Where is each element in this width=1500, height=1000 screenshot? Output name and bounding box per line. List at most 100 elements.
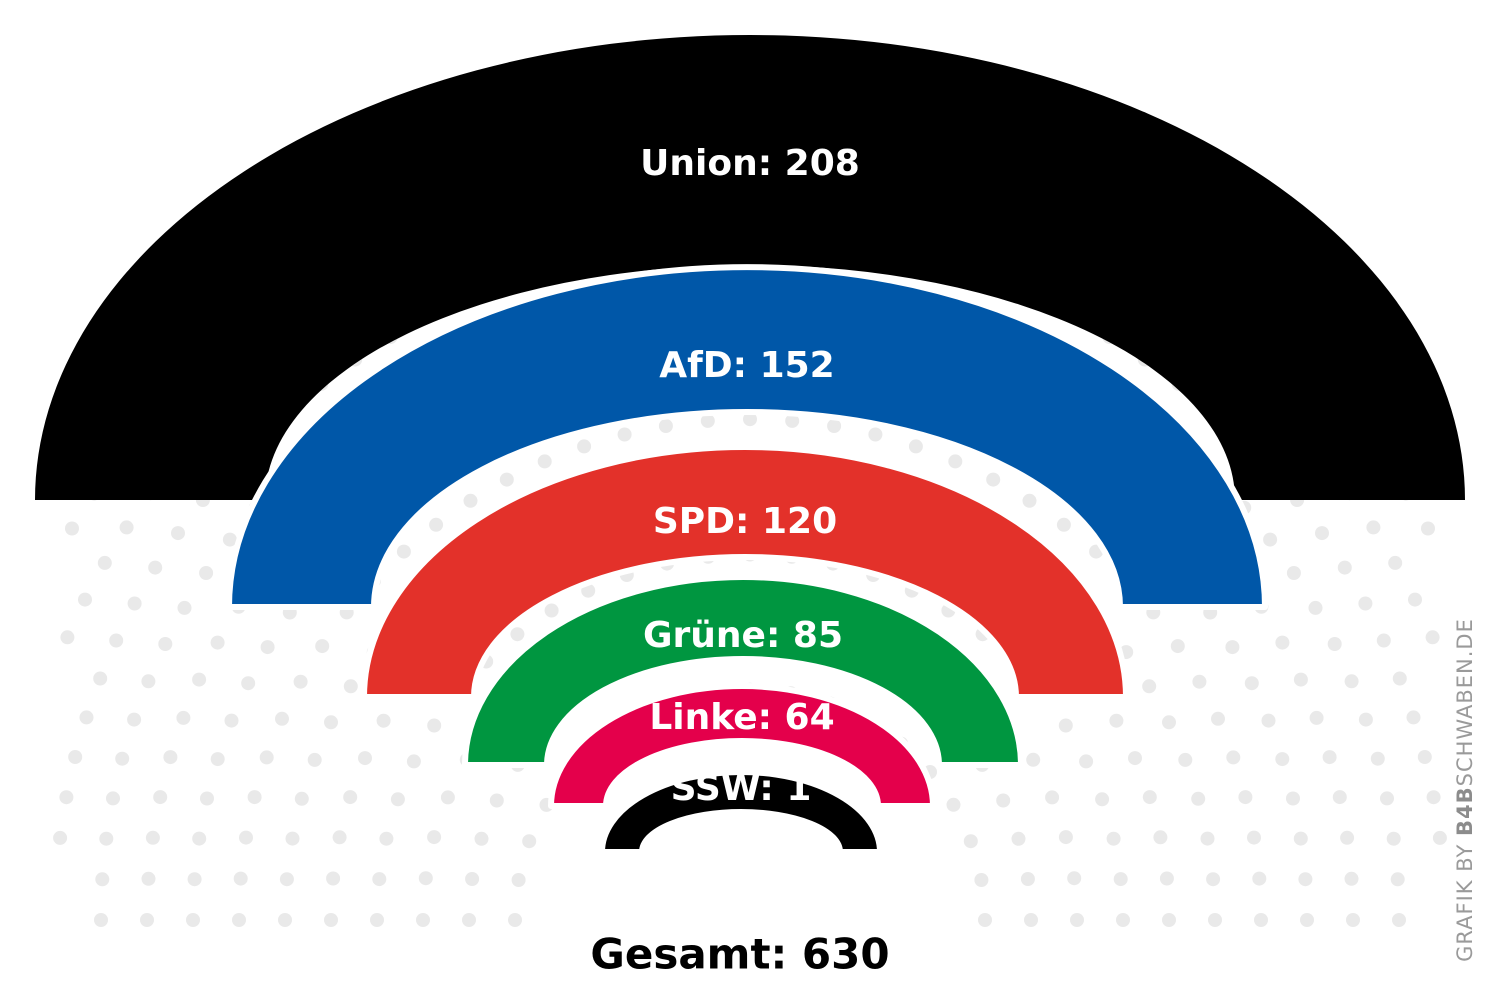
seat-dot: [186, 913, 200, 927]
credit-brand-logo: B4B: [1453, 786, 1477, 837]
seat-dot: [372, 872, 387, 887]
seat-dot: [544, 603, 559, 618]
seat-dot: [1113, 872, 1128, 887]
seat-dot: [1026, 752, 1041, 767]
label-afd: AfD: 152: [659, 345, 834, 386]
seat-dot: [99, 831, 114, 846]
label-linke: Linke: 64: [649, 697, 834, 738]
seat-dot: [141, 674, 156, 689]
seat-dot: [986, 472, 1001, 487]
seat-dot: [93, 671, 108, 686]
seat-dot: [463, 493, 478, 508]
seat-dot: [1058, 830, 1073, 845]
seat-dot: [390, 792, 405, 807]
seat-dot: [1275, 635, 1290, 650]
seat-dot: [1254, 913, 1268, 927]
seat-dot: [370, 913, 384, 927]
seat-dot: [1244, 676, 1259, 691]
seat-dot: [293, 674, 308, 689]
seat-dot: [200, 791, 214, 806]
seat-dot: [158, 637, 173, 651]
seat-dot: [827, 419, 842, 433]
seat-dot: [275, 711, 289, 726]
seat-dot: [324, 913, 338, 927]
seat-dot: [1286, 566, 1301, 580]
seat-dot: [508, 913, 522, 927]
seat-dot: [1206, 872, 1221, 887]
seat-dot: [233, 871, 248, 886]
seat-dot: [996, 793, 1011, 808]
seat-dot: [1370, 751, 1385, 766]
seat-dot: [868, 427, 883, 442]
seat-dot: [141, 871, 156, 886]
seat-dot: [1275, 752, 1290, 767]
seat-dot: [1358, 712, 1373, 727]
seat-dot: [1308, 600, 1323, 615]
seat-dot: [1252, 871, 1267, 886]
seat-dot: [427, 718, 442, 733]
seat-dot: [577, 439, 592, 454]
seat-dot: [1142, 679, 1157, 694]
seat-dot: [232, 913, 246, 927]
seat-dot: [537, 454, 552, 469]
seat-dot: [1153, 830, 1168, 845]
seat-dot: [379, 831, 394, 846]
seat-dot: [127, 596, 142, 611]
seat-dot: [119, 520, 134, 535]
seat-dot: [1392, 913, 1406, 927]
seat-dot: [1070, 913, 1084, 927]
label-ssw: SSW: 1: [671, 768, 812, 809]
label-gr-ne: Grüne: 85: [643, 615, 843, 656]
seat-dot: [1162, 913, 1176, 927]
seat-dot: [278, 913, 292, 927]
seat-dot: [1095, 792, 1110, 807]
seat-dot: [222, 532, 237, 547]
credit-line: GRAFIK BY B4BSCHWABEN.DE: [1453, 618, 1477, 962]
seat-dot: [1020, 872, 1035, 886]
seat-dot: [1022, 493, 1037, 508]
seat-dot: [376, 713, 391, 728]
seat-dot: [332, 830, 347, 845]
seat-dot: [1380, 791, 1394, 806]
seat-dot: [187, 872, 202, 887]
seat-dot: [224, 713, 239, 728]
seat-dot: [68, 750, 83, 764]
party-arcs: [35, 35, 1465, 855]
seat-dot: [79, 710, 94, 725]
arc-ssw: [599, 769, 883, 855]
seat-dot: [1056, 517, 1071, 532]
seat-dot: [1106, 831, 1121, 846]
seat-dot: [1192, 674, 1207, 689]
arc-afd: [226, 264, 1268, 610]
seat-dot: [260, 640, 275, 655]
seat-dot: [60, 630, 75, 645]
seat-dot: [1159, 871, 1174, 886]
seat-dot: [1417, 750, 1432, 764]
seat-dot: [1238, 790, 1253, 805]
seat-dot: [247, 790, 262, 805]
seat-dot: [210, 635, 225, 650]
seat-dot: [1116, 913, 1130, 927]
seat-dot: [94, 913, 108, 927]
seat-dot: [53, 830, 68, 845]
seat-dot: [210, 752, 225, 767]
seat-dot: [171, 526, 185, 541]
seat-dot: [95, 872, 110, 887]
seat-dot: [948, 454, 963, 469]
seat-dot: [743, 412, 757, 427]
seat-dot: [148, 560, 163, 575]
seat-dot: [1425, 630, 1440, 645]
seat-dot: [315, 639, 330, 654]
seat-dot: [510, 627, 525, 642]
seat-dot: [1286, 791, 1300, 806]
seat-dot: [1045, 790, 1060, 805]
seat-dot: [1332, 790, 1347, 805]
seat-dot: [1337, 560, 1352, 575]
seat-dot: [1340, 830, 1355, 845]
seat-dot: [65, 521, 79, 536]
seat-dot: [1432, 830, 1447, 845]
seat-dot: [658, 419, 673, 433]
seat-dot: [78, 592, 92, 607]
credit-prefix: GRAFIK BY: [1453, 836, 1477, 962]
seat-dot: [59, 790, 74, 805]
